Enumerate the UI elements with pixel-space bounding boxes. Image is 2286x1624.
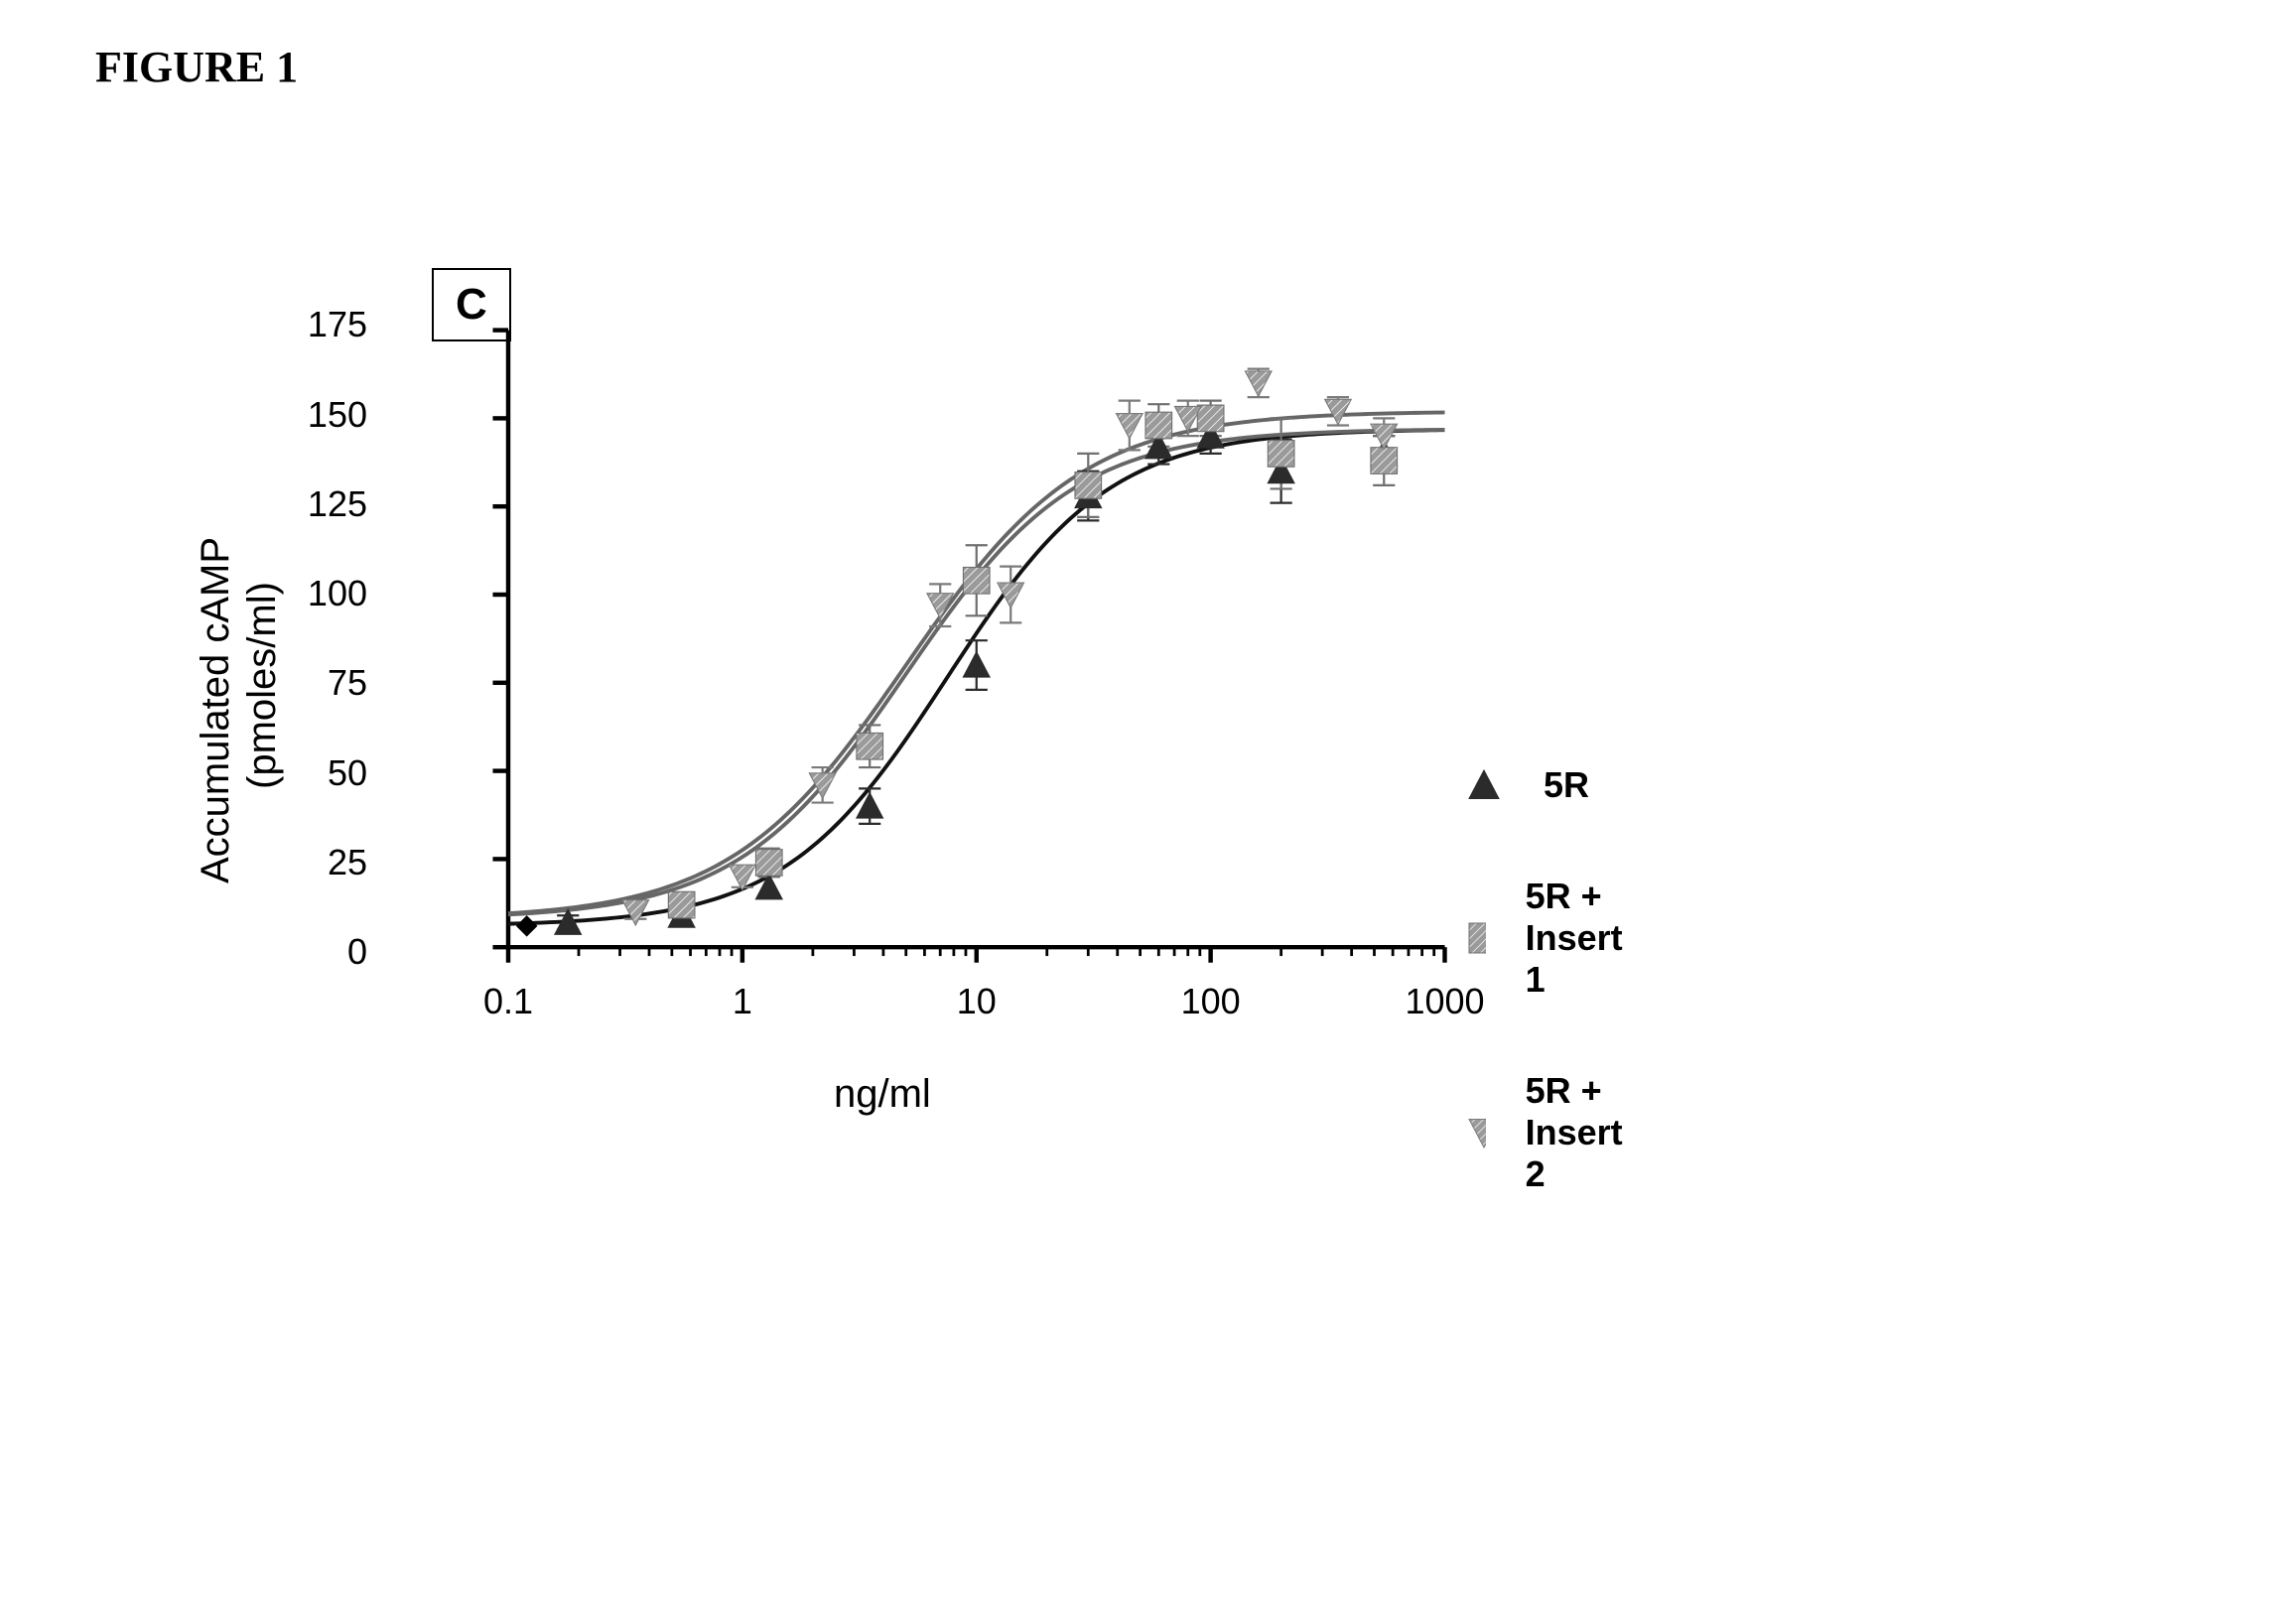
- x-tick-label: 100: [1161, 981, 1261, 1022]
- legend-item-5r-insert2: 5R + Insert 2: [1464, 1070, 1641, 1195]
- x-tick-label: 10: [927, 981, 1026, 1022]
- y-tick-label: 125: [298, 483, 367, 525]
- legend-item-5r: 5R: [1464, 764, 1641, 806]
- legend-label: 5R: [1544, 764, 1589, 806]
- y-tick-label: 50: [298, 752, 367, 794]
- x-tick-label: 1: [693, 981, 792, 1022]
- page: FIGURE 1 C 0255075100125150175 0.1110100…: [0, 0, 2286, 1624]
- y-tick-label: 175: [298, 304, 367, 345]
- y-tick-label: 100: [298, 573, 367, 614]
- triangle-up-icon: [1464, 765, 1504, 805]
- legend-label: 5R + Insert 2: [1526, 1070, 1641, 1195]
- y-tick-label: 0: [298, 931, 367, 973]
- y-axis-title-line1: Accumulated cAMP: [194, 537, 238, 883]
- x-tick-label: 0.1: [459, 981, 558, 1022]
- x-axis-title: ng/ml: [834, 1072, 931, 1117]
- square-icon: [1464, 918, 1486, 958]
- triangle-down-icon: [1464, 1113, 1486, 1152]
- legend-label: 5R + Insert 1: [1526, 876, 1641, 1001]
- y-tick-label: 150: [298, 394, 367, 436]
- y-tick-label: 25: [298, 842, 367, 883]
- y-axis-title-line2: (pmoles/ml): [240, 582, 285, 789]
- legend-item-5r-insert1: 5R + Insert 1: [1464, 876, 1641, 1001]
- chart-area: C 0255075100125150175 0.11101001000 Accu…: [208, 248, 1598, 1439]
- figure-caption: FIGURE 1: [95, 42, 298, 92]
- legend: 5R 5R + Insert 1 5R + Insert 2: [1464, 764, 1641, 1265]
- y-tick-label: 75: [298, 662, 367, 704]
